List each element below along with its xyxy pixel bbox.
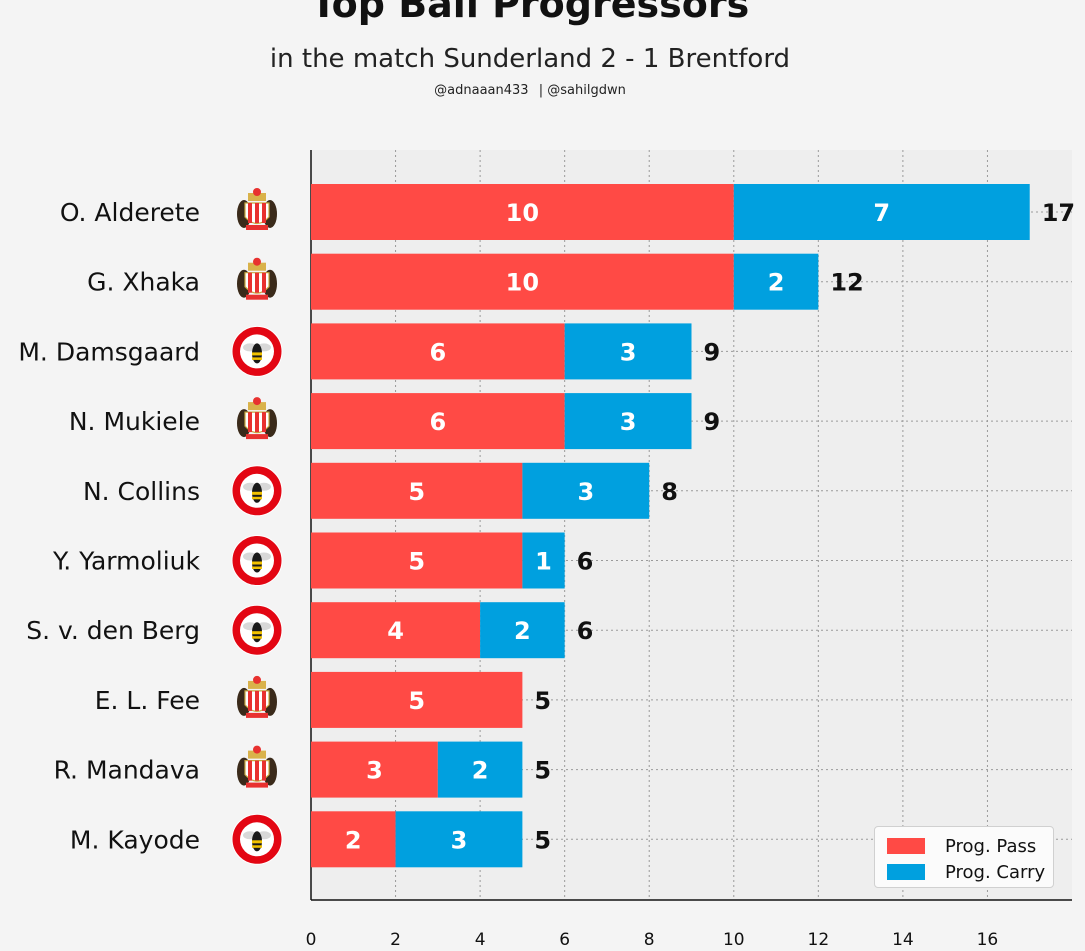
data-label-total: 6 (577, 617, 594, 645)
bar-carry (480, 602, 565, 659)
data-label-carry: 2 (472, 757, 489, 785)
data-label-carry: 7 (873, 199, 890, 227)
data-label-pass: 4 (387, 617, 404, 645)
bar-carry (564, 323, 692, 380)
data-label-carry: 1 (535, 548, 552, 576)
x-tick-label: 0 (306, 930, 317, 950)
bar-pass (311, 532, 523, 589)
sunderland-badge-icon (237, 397, 277, 440)
bar-carry (733, 184, 1030, 240)
data-label-carry: 3 (451, 826, 468, 854)
chart-title: Top Ball Progressors (310, 0, 750, 26)
credit-author-2: | @sahilgdwn (538, 83, 626, 98)
sunderland-badge-icon (237, 188, 277, 230)
x-tick-label: 2 (390, 930, 401, 950)
data-label-total: 9 (704, 338, 721, 366)
sunderland-badge-icon (237, 745, 277, 788)
y-tick-label: G. Xhaka (87, 268, 200, 297)
legend-swatch-pass (887, 838, 925, 854)
y-tick-label: M. Damsgaard (18, 337, 200, 366)
chart-legend: Prog. Pass Prog. Carry (874, 826, 1054, 888)
bar-carry (395, 811, 523, 868)
data-label-pass: 6 (429, 408, 446, 436)
data-label-pass: 10 (506, 199, 539, 227)
data-label-carry: 2 (514, 617, 531, 645)
bar-pass (311, 602, 481, 659)
bar-pass (311, 462, 523, 519)
y-tick-label: R. Mandava (54, 756, 200, 785)
data-label-total: 8 (661, 478, 678, 506)
bar-pass (311, 253, 734, 310)
bar-carry (733, 253, 819, 310)
credit-author-1: @adnaaan433 (434, 83, 529, 98)
data-label-pass: 5 (408, 478, 425, 506)
bar-carry (564, 393, 692, 450)
brentford-badge-icon (231, 535, 283, 586)
x-tick-label: 16 (977, 930, 999, 950)
data-label-total: 6 (577, 548, 594, 576)
legend-item-pass: Prog. Pass (887, 835, 1036, 857)
x-tick-label: 14 (892, 930, 914, 950)
sunderland-badge-icon (237, 675, 277, 718)
bar-carry (522, 532, 565, 589)
data-label-carry: 3 (577, 478, 594, 506)
x-tick-label: 6 (559, 930, 570, 950)
y-tick-label: Y. Yarmoliuk (52, 547, 200, 576)
y-tick-label: N. Mukiele (69, 407, 200, 436)
bar-carry (437, 741, 523, 798)
data-label-pass: 5 (408, 687, 425, 715)
data-label-total: 5 (534, 687, 551, 715)
data-label-pass: 5 (408, 548, 425, 576)
data-label-carry: 2 (768, 269, 785, 297)
data-label-carry: 3 (620, 338, 637, 366)
legend-label-pass: Prog. Pass (945, 835, 1037, 857)
x-tick-label: 4 (475, 930, 486, 950)
chart-subtitle: in the match Sunderland 2 - 1 Brentford (269, 44, 791, 74)
data-label-total: 9 (704, 408, 721, 436)
y-tick-label: M. Kayode (70, 825, 200, 854)
data-label-pass: 10 (506, 269, 539, 297)
legend-item-carry: Prog. Carry (887, 861, 1045, 883)
bar-carry (522, 462, 650, 519)
y-tick-label: N. Collins (83, 477, 200, 506)
data-label-pass: 2 (345, 826, 362, 854)
bar-pass (311, 184, 734, 240)
sunderland-badge-icon (237, 257, 277, 300)
data-label-total: 17 (1042, 199, 1075, 227)
x-tick-label: 12 (808, 930, 830, 950)
legend-swatch-carry (887, 864, 925, 880)
y-tick-label: O. Alderete (60, 198, 200, 227)
bar-pass (311, 671, 523, 728)
data-label-total: 12 (830, 269, 863, 297)
legend-label-carry: Prog. Carry (945, 861, 1046, 883)
x-tick-label: 8 (644, 930, 655, 950)
y-tick-label: E. L. Fee (95, 686, 200, 715)
bar-pass (311, 393, 565, 450)
y-tick-label: S. v. den Berg (26, 616, 200, 645)
chart-credits: @adnaaan433 | @sahilgdwn (0, 83, 1060, 98)
x-tick-label: 10 (723, 930, 745, 950)
brentford-badge-icon (231, 325, 283, 377)
data-label-carry: 3 (620, 408, 637, 436)
data-label-pass: 6 (429, 338, 446, 366)
brentford-badge-icon (231, 465, 283, 517)
data-label-pass: 3 (366, 757, 383, 785)
data-label-total: 5 (534, 826, 551, 854)
brentford-badge-icon (231, 604, 283, 656)
bar-pass (311, 741, 438, 798)
brentford-badge-icon (231, 813, 283, 865)
bar-pass (311, 811, 396, 868)
data-label-total: 5 (534, 757, 551, 785)
bar-pass (311, 323, 565, 380)
